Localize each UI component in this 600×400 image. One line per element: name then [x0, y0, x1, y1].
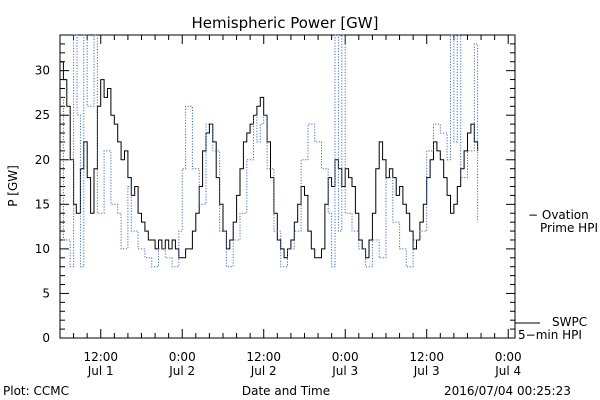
y-tick-label: 25 [35, 108, 50, 122]
x-tick-label-date: Jul 3 [331, 364, 358, 378]
legend-ovation-line2: Prime HPI [540, 221, 598, 235]
chart-title: Hemispheric Power [GW] [192, 14, 379, 32]
y-tick-label: 0 [42, 331, 50, 345]
series-ovation-line [60, 34, 479, 268]
legend-swpc-line2: 5−min HPI [518, 328, 582, 342]
x-tick-label-date: Jul 3 [413, 364, 440, 378]
x-tick-label-time: 12:00 [246, 350, 281, 364]
x-tick-label-date: Jul 1 [87, 364, 114, 378]
x-tick-label-time: 0:00 [495, 350, 522, 364]
y-tick-label: 10 [35, 242, 50, 256]
timestamp: 2016/07/04 00:25:23 [444, 384, 571, 398]
y-tick-label: 30 [35, 64, 50, 78]
x-tick-label-time: 12:00 [83, 350, 118, 364]
x-tick-label-date: Jul 2 [168, 364, 195, 378]
x-axis-label: Date and Time [242, 384, 330, 398]
x-tick-label-time: 12:00 [409, 350, 444, 364]
x-tick-label-time: 0:00 [169, 350, 196, 364]
y-tick-label: 5 [42, 286, 50, 300]
y-axis: 0 5 10 15 20 25 30 [35, 34, 515, 345]
y-axis-label: P [GW] [6, 165, 20, 207]
legend: − Ovation Prime HPI SWPC 5−min HPI [515, 208, 598, 342]
x-tick-label-date: Jul 4 [494, 364, 521, 378]
series-layer [60, 34, 479, 268]
legend-swpc-line1: SWPC [552, 315, 587, 329]
y-tick-label: 15 [35, 197, 50, 211]
legend-ovation-line1: − Ovation [528, 208, 589, 222]
plot-credit: Plot: CCMC [3, 384, 69, 398]
series-swpc-line [60, 61, 479, 259]
x-tick-label-time: 0:00 [332, 350, 359, 364]
y-tick-label: 20 [35, 153, 50, 167]
x-tick-label-date: Jul 2 [250, 364, 277, 378]
